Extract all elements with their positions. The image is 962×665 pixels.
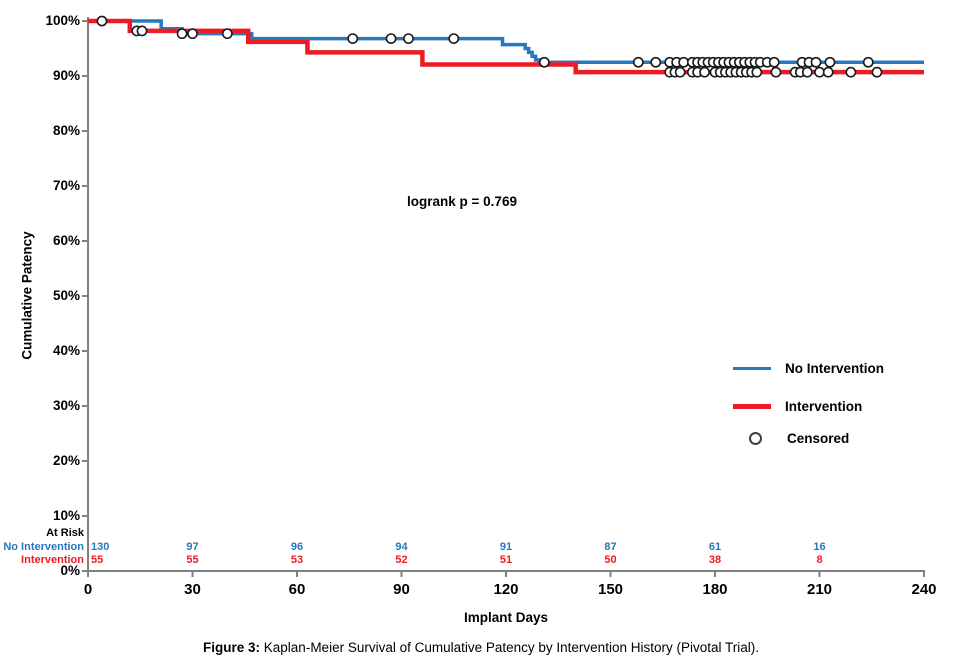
- at-risk-value: 50: [604, 554, 617, 566]
- legend-label: Censored: [787, 430, 850, 446]
- at-risk-value: 55: [91, 554, 104, 566]
- legend-item-censored: Censored: [733, 428, 849, 448]
- censored-marker: [845, 66, 857, 78]
- no-intervention-line-swatch: [733, 366, 771, 370]
- at-risk-value: 87: [604, 541, 617, 553]
- at-risk-header: At Risk: [46, 527, 84, 539]
- x-tick-label: 90: [393, 581, 410, 598]
- censored-marker: [221, 28, 233, 40]
- censored-marker: [822, 66, 834, 78]
- x-tick-label: 150: [597, 581, 624, 598]
- at-risk-value: 97: [186, 541, 199, 553]
- censored-marker: [814, 66, 825, 78]
- censored-marker: [650, 56, 662, 68]
- censored-marker: [176, 28, 188, 40]
- at-risk-value: 96: [290, 541, 304, 553]
- censored-marker: [448, 33, 460, 44]
- at-risk-value: 16: [813, 541, 826, 553]
- censored-marker: [632, 56, 644, 68]
- y-tick-label: 60%: [52, 233, 80, 248]
- censored-marker: [187, 28, 198, 40]
- at-risk-row-label-no-intervention: No Intervention: [3, 541, 84, 553]
- censored-marker: [871, 66, 883, 78]
- y-tick-label: 80%: [52, 123, 80, 138]
- x-axis-title: Implant Days: [463, 610, 549, 625]
- censored-marker: [810, 56, 822, 68]
- y-tick-label: 10%: [52, 508, 80, 523]
- censored-marker-icon: [749, 431, 762, 445]
- y-tick-label: 50%: [52, 288, 80, 303]
- censored-marker: [678, 56, 690, 68]
- censored-marker: [136, 25, 148, 37]
- at-risk-value: 52: [395, 554, 408, 566]
- y-tick-label: 70%: [52, 178, 80, 193]
- censored-marker: [403, 33, 414, 44]
- x-tick-label: 0: [83, 581, 93, 598]
- censored-marker: [770, 66, 782, 78]
- at-risk-value: 38: [708, 554, 722, 566]
- at-risk-value: 94: [395, 541, 408, 553]
- censored-marker: [824, 56, 836, 68]
- caption-prefix: Figure 3:: [203, 640, 261, 655]
- caption-text: Kaplan-Meier Survival of Cumulative Pate…: [260, 640, 759, 655]
- at-risk-value: 91: [499, 541, 513, 553]
- at-risk-value: 61: [708, 541, 722, 553]
- legend-item-no-intervention: No Intervention: [733, 358, 884, 378]
- legend-label: Intervention: [785, 398, 863, 414]
- censored-marker: [347, 33, 359, 44]
- x-tick-label: 120: [493, 581, 519, 598]
- y-tick-label: 100%: [45, 13, 80, 28]
- at-risk-value: 130: [91, 541, 110, 553]
- at-risk-value: 8: [816, 554, 823, 566]
- legend-item-intervention: Intervention: [733, 396, 862, 416]
- x-tick-label: 30: [184, 581, 201, 598]
- at-risk-value: 51: [499, 554, 513, 566]
- x-tick-label: 60: [288, 581, 306, 598]
- at-risk-value: 55: [186, 554, 199, 566]
- censored-marker: [538, 56, 550, 68]
- censored-marker: [674, 66, 686, 78]
- y-tick-label: 40%: [52, 343, 80, 358]
- censored-marker: [862, 56, 874, 68]
- legend-label: No Intervention: [785, 360, 885, 376]
- y-tick-label: 20%: [52, 453, 80, 468]
- x-tick-label: 240: [911, 581, 937, 598]
- at-risk-row-label-intervention: Intervention: [21, 554, 84, 566]
- censored-marker: [96, 15, 108, 27]
- y-tick-label: 30%: [52, 398, 80, 413]
- x-tick-label: 210: [806, 581, 833, 598]
- x-tick-label: 180: [702, 581, 728, 598]
- censored-marker: [751, 66, 763, 78]
- censored-marker: [768, 56, 780, 68]
- logrank-annotation: logrank p = 0.769: [407, 194, 517, 209]
- y-tick-label: 90%: [52, 68, 80, 83]
- survival-curve-intervention: [88, 18, 924, 75]
- at-risk-value: 53: [290, 554, 304, 566]
- censored-marker: [385, 33, 397, 44]
- figure-caption: Figure 3: Kaplan-Meier Survival of Cumul…: [0, 640, 962, 655]
- censored-marker: [801, 66, 813, 78]
- y-tick-label: 0%: [60, 563, 80, 578]
- intervention-line-swatch: [733, 403, 771, 409]
- survival-curve-no-intervention: [88, 19, 924, 64]
- censored-marker: [699, 66, 710, 78]
